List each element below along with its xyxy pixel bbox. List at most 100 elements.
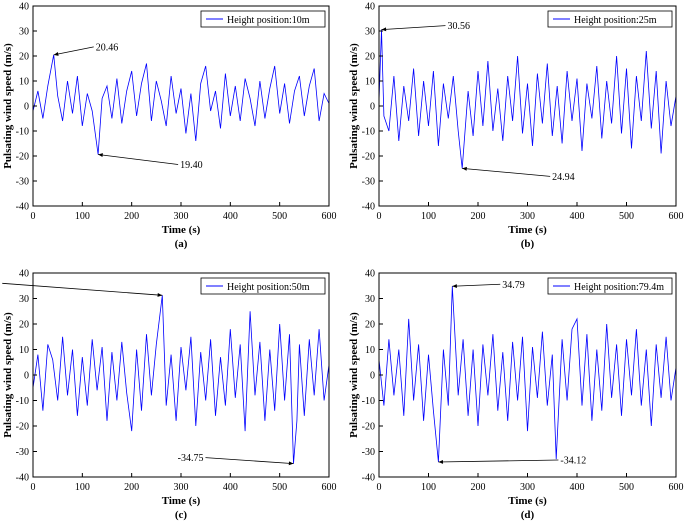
y-tick-label: 10 [365, 345, 375, 356]
y-tick-label: 30 [365, 27, 375, 38]
x-tick-label: 400 [570, 211, 585, 222]
y-tick-label: 30 [19, 294, 29, 305]
panel-label: (c) [175, 509, 188, 521]
annotation-arrow-line [205, 457, 294, 465]
x-tick-label: 600 [322, 211, 337, 222]
annotation-arrow-line [452, 283, 501, 287]
legend-label: Height position:50m [227, 282, 310, 293]
y-axis-label: Pulsating wind speed (m/s) [348, 312, 360, 438]
x-tick-label: 200 [124, 482, 139, 493]
y-tick-label: -20 [16, 422, 29, 433]
legend-box [547, 277, 673, 295]
annotation-1: 30.56 [381, 21, 470, 32]
x-tick-label: 200 [471, 211, 486, 222]
x-tick-label: 400 [223, 211, 238, 222]
y-tick-label: 0 [370, 371, 375, 382]
chart-panel-2: 0 100 200 300 400 500 600 -40 -30 -20 -10 0 10 20 30 40… [348, 2, 684, 251]
y-tick-label: 0 [24, 102, 29, 113]
panel-label: (a) [175, 238, 188, 250]
annotation-label: 20.46 [96, 42, 119, 53]
x-tick-label: 0 [377, 482, 382, 493]
annotation-arrowhead [438, 459, 444, 464]
legend-label: Height position:10m [227, 15, 310, 26]
x-tick-label: 100 [421, 482, 436, 493]
annotation-arrow-line [462, 167, 551, 177]
annotation-label: -34.75 [178, 453, 204, 464]
panel-label: (d) [521, 509, 535, 521]
y-tick-label: 10 [365, 77, 375, 88]
annotation-arrowhead [462, 166, 467, 171]
y-tick-label: -40 [362, 202, 375, 213]
x-tick-label: 300 [520, 482, 535, 493]
x-tick-label: 0 [31, 211, 36, 222]
x-tick-label: 400 [570, 482, 585, 493]
plot-frame [32, 272, 330, 478]
y-tick-label: 10 [19, 77, 29, 88]
y-tick-label: -10 [16, 396, 29, 407]
x-tick-label: 300 [174, 211, 189, 222]
y-tick-label: -40 [16, 202, 29, 213]
annotation-1: 34.79 [452, 280, 525, 291]
legend-box [547, 10, 673, 28]
y-tick-label: -30 [16, 177, 29, 188]
annotation-arrowhead [53, 52, 59, 56]
x-tick-label: 100 [75, 211, 90, 222]
x-tick-label: 200 [124, 211, 139, 222]
y-tick-label: 40 [365, 269, 375, 280]
x-tick-label: 600 [669, 482, 684, 493]
x-tick-label: 600 [669, 211, 684, 222]
y-tick-label: 30 [365, 294, 375, 305]
series-line [378, 29, 677, 169]
annotation-arrow-line [381, 25, 446, 30]
x-tick-label: 100 [75, 482, 90, 493]
series-line [378, 286, 677, 463]
x-tick-label: 0 [377, 211, 382, 222]
y-tick-label: 0 [370, 102, 375, 113]
x-tick-label: 0 [31, 482, 36, 493]
legend-box [200, 10, 326, 28]
y-tick-label: 40 [19, 2, 29, 13]
chart-panel-1: 0 100 200 300 400 500 600 -40 -30 -20 -10 0 10 20 30 40… [2, 2, 337, 251]
legend-label: Height position:25m [574, 15, 657, 26]
y-tick-label: -30 [362, 447, 375, 458]
x-tick-label: 600 [322, 482, 337, 493]
legend-box [200, 277, 326, 295]
y-tick-label: -40 [16, 473, 29, 484]
annotation-2: 19.40 [98, 153, 203, 171]
y-axis-label: Pulsating wind speed (m/s) [2, 43, 14, 169]
annotation-label: 19.40 [180, 160, 203, 171]
annotation-label: 24.94 [552, 172, 575, 183]
annotation-arrow-line [53, 46, 94, 56]
x-axis-label: Time (s) [162, 495, 201, 507]
y-tick-label: 20 [365, 320, 375, 331]
annotation-2: -34.75 [178, 453, 294, 466]
legend: Height position:25m [547, 10, 673, 28]
y-tick-label: -20 [16, 152, 29, 163]
chart-panel-3: 0 100 200 300 400 500 600 -40 -30 -20 -10 0 10 20 30 40… [0, 269, 337, 521]
y-tick-label: -30 [16, 447, 29, 458]
y-tick-label: -10 [362, 396, 375, 407]
x-tick-label: 500 [619, 211, 634, 222]
y-tick-label: 20 [19, 320, 29, 331]
annotation-label: 34.79 [502, 280, 525, 291]
x-tick-label: 300 [520, 211, 535, 222]
legend: Height position:79.4m [547, 277, 673, 295]
y-tick-label: 10 [19, 345, 29, 356]
y-tick-label: -10 [362, 127, 375, 138]
annotation-1: 20.46 [53, 42, 119, 56]
annotation-arrowhead [288, 461, 294, 466]
plot-frame [378, 5, 677, 207]
y-axis-label: Pulsating wind speed (m/s) [2, 312, 14, 438]
annotation-label: -34.12 [560, 456, 586, 467]
annotation-arrowhead [157, 293, 163, 297]
y-tick-label: -20 [362, 422, 375, 433]
annotation-arrow-line [2, 282, 163, 296]
y-tick-label: -10 [16, 127, 29, 138]
x-tick-label: 400 [223, 482, 238, 493]
y-tick-label: -40 [362, 473, 375, 484]
y-tick-label: 40 [365, 2, 375, 13]
annotation-arrow-line [438, 459, 559, 463]
legend-label: Height position:79.4m [574, 282, 664, 293]
y-tick-label: -30 [362, 177, 375, 188]
